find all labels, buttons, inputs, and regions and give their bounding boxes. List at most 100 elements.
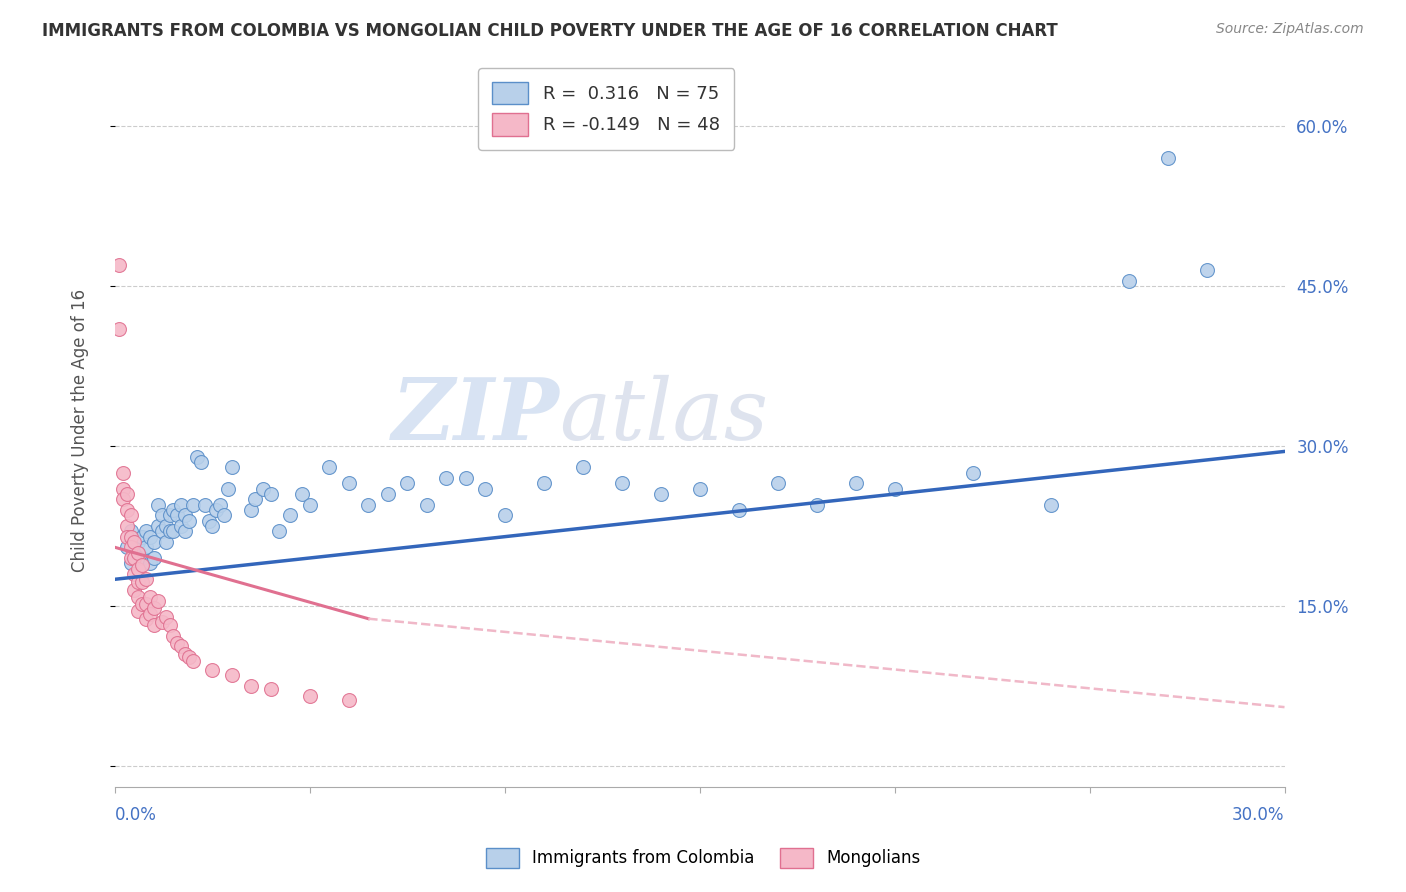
Point <box>108 258 131 272</box>
Point <box>533 476 555 491</box>
Point <box>205 503 228 517</box>
Point <box>131 575 153 590</box>
Point <box>209 498 232 512</box>
Point <box>155 519 177 533</box>
Point <box>174 524 197 539</box>
Point <box>177 514 200 528</box>
Point <box>139 530 162 544</box>
Point <box>135 597 157 611</box>
Point <box>766 476 789 491</box>
Point <box>127 591 149 605</box>
Point <box>212 508 235 523</box>
Point <box>108 322 131 336</box>
Point <box>166 508 188 523</box>
Point <box>240 679 263 693</box>
Point <box>260 487 283 501</box>
Point <box>174 508 197 523</box>
Point <box>120 541 142 555</box>
Point <box>201 519 224 533</box>
Point <box>115 530 138 544</box>
Point <box>291 487 314 501</box>
Point <box>806 498 828 512</box>
Point <box>197 514 219 528</box>
Point <box>162 629 184 643</box>
Point <box>139 591 162 605</box>
Text: ZIP: ZIP <box>391 374 560 458</box>
Point <box>150 615 173 629</box>
Point <box>115 541 138 555</box>
Point <box>689 482 711 496</box>
Point <box>240 503 263 517</box>
Point <box>337 692 360 706</box>
Point <box>883 482 905 496</box>
Point <box>127 561 149 575</box>
Point <box>494 508 516 523</box>
Point <box>111 492 134 507</box>
Point <box>260 681 283 696</box>
Point <box>159 508 181 523</box>
Point <box>142 618 165 632</box>
Point <box>416 498 439 512</box>
Point <box>139 557 162 571</box>
Point <box>131 530 153 544</box>
Point <box>194 498 217 512</box>
Point <box>120 524 142 539</box>
Point <box>115 519 138 533</box>
Point <box>962 466 984 480</box>
Point <box>571 460 593 475</box>
Point <box>127 535 149 549</box>
Point <box>115 503 138 517</box>
Point <box>131 551 153 566</box>
Point <box>131 558 153 573</box>
Point <box>142 535 165 549</box>
Legend: Immigrants from Colombia, Mongolians: Immigrants from Colombia, Mongolians <box>479 841 927 875</box>
Point <box>150 524 173 539</box>
Point <box>142 601 165 615</box>
Legend: R =  0.316   N = 75, R = -0.149   N = 48: R = 0.316 N = 75, R = -0.149 N = 48 <box>478 68 734 150</box>
Text: 30.0%: 30.0% <box>1232 806 1285 824</box>
Point <box>298 690 321 704</box>
Point <box>245 492 267 507</box>
Point <box>170 519 193 533</box>
Point <box>221 668 243 682</box>
Point <box>377 487 399 501</box>
Point <box>142 551 165 566</box>
Text: 0.0%: 0.0% <box>115 806 157 824</box>
Point <box>845 476 868 491</box>
Point <box>127 546 149 560</box>
Point <box>146 498 169 512</box>
Point <box>146 519 169 533</box>
Point <box>181 654 204 668</box>
Point <box>170 498 193 512</box>
Point <box>124 535 146 549</box>
Point <box>120 557 142 571</box>
Point <box>135 541 157 555</box>
Point <box>115 487 138 501</box>
Point <box>217 482 239 496</box>
Point <box>454 471 477 485</box>
Point <box>124 535 146 549</box>
Point <box>162 503 184 517</box>
Point <box>650 487 672 501</box>
Point <box>120 551 142 566</box>
Point <box>186 450 208 464</box>
Text: IMMIGRANTS FROM COLOMBIA VS MONGOLIAN CHILD POVERTY UNDER THE AGE OF 16 CORRELAT: IMMIGRANTS FROM COLOMBIA VS MONGOLIAN CH… <box>42 22 1057 40</box>
Point <box>174 647 197 661</box>
Point <box>252 482 274 496</box>
Point <box>1195 263 1218 277</box>
Point <box>474 482 496 496</box>
Point <box>298 498 321 512</box>
Point <box>124 566 146 581</box>
Point <box>124 551 146 566</box>
Point <box>127 604 149 618</box>
Point <box>111 482 134 496</box>
Point <box>111 466 134 480</box>
Point <box>159 618 181 632</box>
Point <box>1156 152 1178 166</box>
Point <box>155 609 177 624</box>
Text: Source: ZipAtlas.com: Source: ZipAtlas.com <box>1216 22 1364 37</box>
Point <box>190 455 212 469</box>
Point <box>162 524 184 539</box>
Point <box>610 476 633 491</box>
Point <box>221 460 243 475</box>
